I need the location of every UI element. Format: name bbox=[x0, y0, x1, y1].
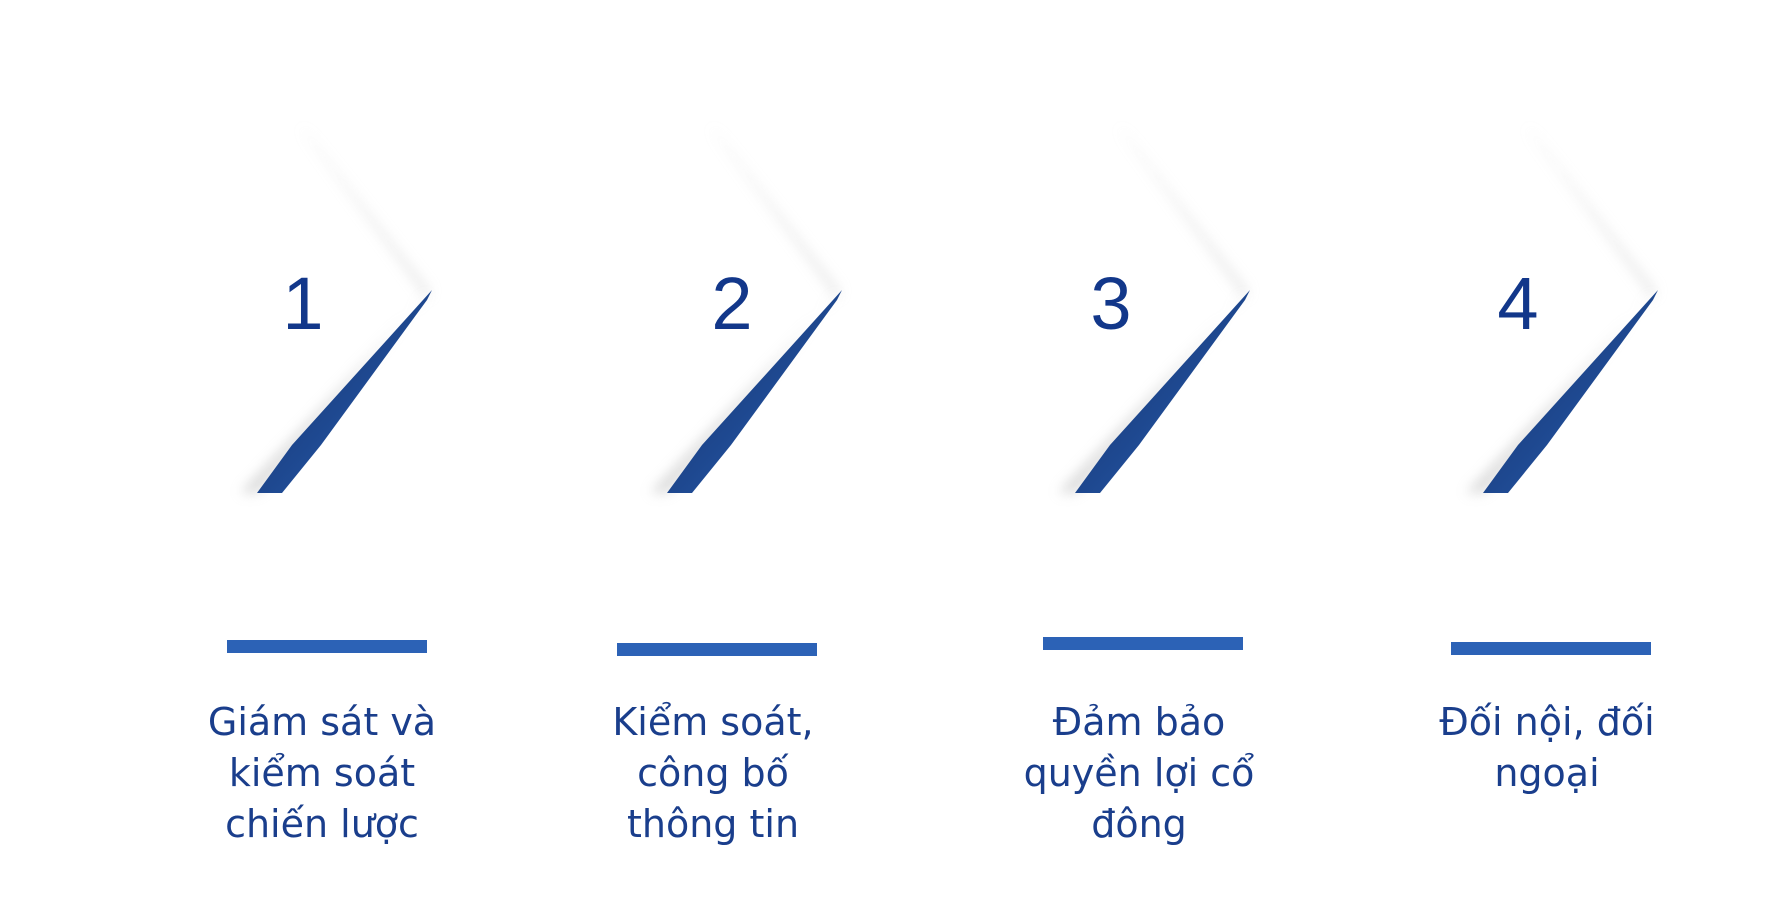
step-4: 4 Đối nội, đối ngoại bbox=[1439, 0, 1779, 914]
step-label: Đối nội, đối ngoại bbox=[1439, 700, 1655, 795]
step-3: 3 Đảm bảo quyền lợi cổ đông bbox=[1024, 0, 1498, 914]
chevron-shape-1 bbox=[240, 125, 432, 493]
chevron-shape-2 bbox=[650, 125, 842, 493]
underline-bar bbox=[1451, 642, 1651, 655]
underline-bar bbox=[227, 640, 427, 653]
underline-bar bbox=[1043, 637, 1243, 650]
step-number: 2 bbox=[711, 262, 753, 345]
step-label: Giám sát và kiểm soát chiến lược bbox=[207, 700, 437, 846]
step-1: 1 Giám sát và kiểm soát chiến lược bbox=[208, 0, 680, 914]
underline-bar bbox=[617, 643, 817, 656]
step-number: 4 bbox=[1497, 262, 1539, 345]
step-number: 3 bbox=[1090, 262, 1132, 345]
step-number: 1 bbox=[282, 262, 324, 345]
step-label: Đảm bảo quyền lợi cổ đông bbox=[1023, 700, 1255, 846]
chevron-shape-4 bbox=[1466, 125, 1658, 493]
step-label: Kiểm soát, công bố thông tin bbox=[612, 700, 814, 846]
chevron-shape-3 bbox=[1058, 125, 1250, 493]
step-2: 2 Kiểm soát, công bố thông tin bbox=[612, 0, 1090, 914]
